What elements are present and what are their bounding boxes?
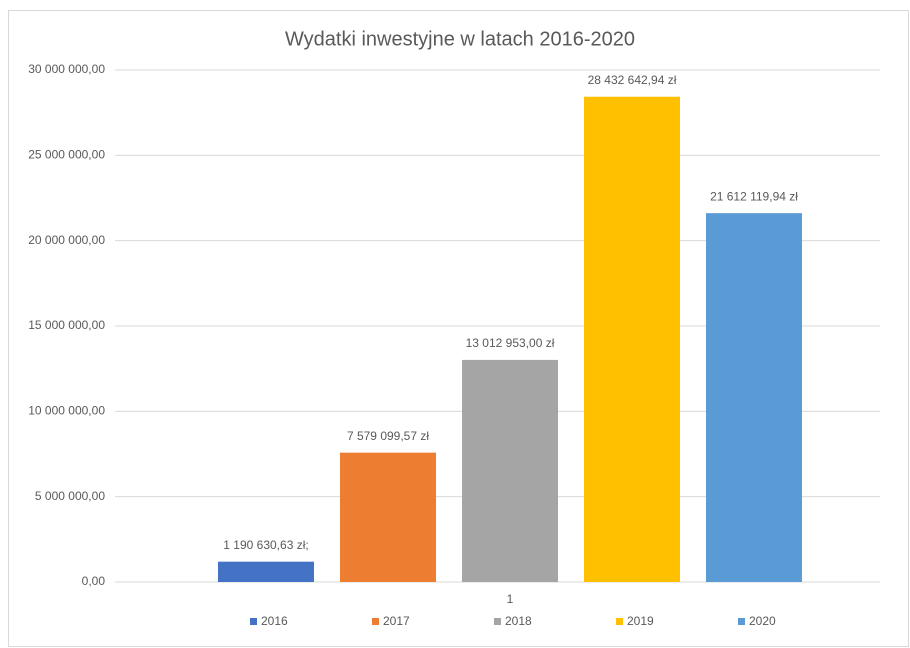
- data-label: 13 012 953,00 zł: [466, 336, 555, 350]
- y-tick-label: 10 000 000,00: [28, 404, 105, 418]
- legend-swatch: [494, 618, 501, 625]
- y-tick-label: 0,00: [82, 574, 106, 588]
- data-label: 21 612 119,94 zł: [710, 189, 798, 203]
- bar: [218, 561, 314, 582]
- data-label: 1 190 630,63 zł;: [223, 538, 308, 552]
- y-tick-label: 20 000 000,00: [28, 233, 105, 247]
- legend-swatch: [616, 618, 623, 625]
- data-label: 28 432 642,94 zł: [588, 73, 677, 87]
- legend-label: 2019: [627, 614, 654, 628]
- bar: [340, 452, 436, 582]
- y-tick-label: 5 000 000,00: [35, 489, 105, 503]
- y-tick-label: 30 000 000,00: [28, 62, 105, 76]
- bar: [462, 359, 558, 582]
- chart-title: Wydatki inwestyjne w latach 2016-2020: [285, 28, 635, 50]
- legend-swatch: [738, 618, 745, 625]
- legend-swatch: [250, 618, 257, 625]
- legend-label: 2016: [261, 614, 288, 628]
- legend-swatch: [372, 618, 379, 625]
- legend-label: 2018: [505, 614, 532, 628]
- y-tick-label: 15 000 000,00: [28, 318, 105, 332]
- legend-label: 2020: [749, 614, 776, 628]
- data-label: 7 579 099,57 zł: [347, 429, 429, 443]
- x-tick-label: 1: [507, 592, 514, 606]
- bar: [584, 96, 680, 582]
- bar: [706, 213, 802, 583]
- legend-label: 2017: [383, 614, 410, 628]
- y-tick-label: 25 000 000,00: [28, 148, 105, 162]
